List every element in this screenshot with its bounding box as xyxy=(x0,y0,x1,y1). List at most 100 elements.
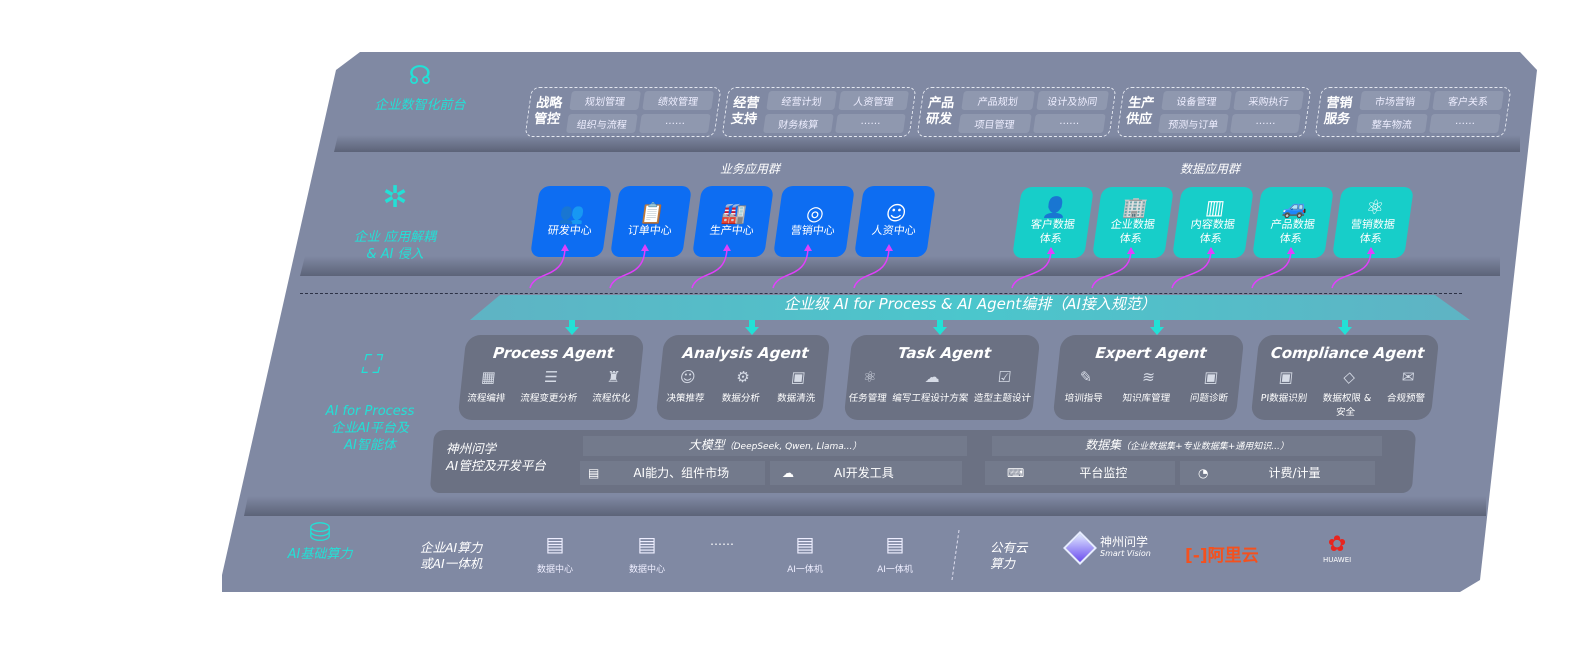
down-arrow-icon xyxy=(745,320,759,335)
capability-icon: ▦ xyxy=(480,368,497,386)
dev-tool-icon: ☁ xyxy=(782,466,794,480)
capability-icon: ◇ xyxy=(1342,368,1357,386)
dashed-divider xyxy=(300,293,1462,294)
vendor-aliyun: [-]阿里云 xyxy=(1185,546,1259,566)
agent-capability: ≋ 知识库管理 xyxy=(1122,368,1173,404)
capability-icon: ≋ xyxy=(1141,368,1156,386)
arrow-head xyxy=(1207,247,1215,254)
capability-icon: ☰ xyxy=(543,368,559,386)
agent-capability: ▣ PI数据识别 xyxy=(1259,368,1311,418)
agent-capability: ✉ 合规预警 xyxy=(1385,368,1428,418)
public-cloud-label: 公有云 算力 xyxy=(990,540,1028,571)
connector-arrow xyxy=(529,246,566,289)
arrow-head xyxy=(1047,247,1055,254)
arrow-head xyxy=(885,244,893,251)
gauge-icon: ◔ xyxy=(1198,466,1209,480)
capability-icon: ✎ xyxy=(1078,368,1094,386)
capability-icon: ☑ xyxy=(997,368,1013,386)
huawei-logo-icon: ✿ xyxy=(1327,532,1347,557)
connector-arrow xyxy=(853,246,890,289)
model-note: （DeepSeek, Qwen, Llama...） xyxy=(724,442,862,452)
tool-monitor[interactable]: ⌨ 平台监控 xyxy=(985,461,1175,485)
model-label: 大模型 xyxy=(688,438,725,452)
arrow-head xyxy=(1127,247,1135,254)
capability-icon: ☺ xyxy=(678,368,697,386)
tool-market[interactable]: ▤ AI能力、组件市场 xyxy=(580,461,765,485)
down-arrow-icon xyxy=(1150,320,1164,335)
vendor-huawei: ✿ HUAWEI xyxy=(1323,532,1352,565)
agent-capability: ✎ 培训指导 xyxy=(1064,368,1106,404)
arrow-head xyxy=(561,244,569,251)
capability-icon: ⚙ xyxy=(735,368,751,386)
front-layer: ☊ 企业数智化前台 xyxy=(350,61,490,114)
server-aio-2: ▤ AI一体机 xyxy=(870,532,920,575)
dataset-note: （企业数据集+专业数据集+通用知识...） xyxy=(1121,442,1289,452)
agent-capability: ⚙ 数据分析 xyxy=(721,368,763,404)
server-icon: ▤ xyxy=(637,532,657,556)
capability-icon: ▣ xyxy=(1278,368,1295,386)
arrow-head xyxy=(641,244,649,251)
brain-icon: ☊ xyxy=(408,61,432,91)
agent-capability: ☑ 造型主题设计 xyxy=(973,368,1034,404)
capability-icon: ☁ xyxy=(924,368,941,386)
agent-card[interactable]: Analysis Agent ☺ 决策推荐 ⚙ 数据分析 ▣ 数据清洗 xyxy=(655,335,831,420)
down-arrow-icon xyxy=(565,320,579,335)
connector-arrow xyxy=(772,246,809,289)
dataset-label: 数据集 xyxy=(1085,438,1122,452)
server-icon: ▤ xyxy=(795,532,815,556)
private-compute-label: 企业AI算力 或AI一体机 xyxy=(420,540,483,571)
infra-layer: ⛁ AI基础算力 xyxy=(250,518,390,563)
aliyun-logo-icon: [-] xyxy=(1185,546,1208,566)
tool-dev[interactable]: ☁ AI开发工具 xyxy=(770,461,962,485)
layer-divider xyxy=(244,496,1486,516)
agent-capability: ♜ 流程优化 xyxy=(592,368,634,404)
tool-billing[interactable]: ◔ 计费/计量 xyxy=(1180,461,1375,485)
connector-arrow xyxy=(1011,249,1052,289)
agent-capability: ☰ 流程变更分析 xyxy=(520,368,581,404)
down-arrow-icon xyxy=(1338,320,1352,335)
agent-capability: ◇ 数据权限 & 安全 xyxy=(1321,368,1375,418)
connector-arrow xyxy=(1091,249,1132,289)
smart-vision-logo xyxy=(1063,531,1097,565)
server-aio-1: ▤ AI一体机 xyxy=(780,532,830,575)
server-datacenter-2: ▤ 数据中心 xyxy=(622,532,672,575)
layer-divider xyxy=(334,135,1520,152)
dataset-bar: 数据集（企业数据集+专业数据集+通用知识...） xyxy=(992,436,1382,456)
ai-layer: ⛶ AI for Process 企业AI平台及 AI智能体 xyxy=(295,340,445,471)
agent-card[interactable]: Expert Agent ✎ 培训指导 ≋ 知识库管理 ▣ 问题诊断 xyxy=(1052,335,1245,420)
down-arrow-icon xyxy=(933,320,947,335)
business-apps-title: 业务应用群 xyxy=(719,162,780,176)
ellipsis: …… xyxy=(710,534,734,548)
agent-card[interactable]: Task Agent ⚛ 任务管理 ☁ 编写工程设计方案 ☑ 造型主题设计 xyxy=(843,335,1041,420)
agent-capability: ▣ 问题诊断 xyxy=(1189,368,1231,404)
face-scan-icon: ⛶ xyxy=(360,350,380,380)
agent-capability: ☺ 决策推荐 xyxy=(666,368,708,404)
arrow-head xyxy=(804,244,812,251)
server-icon: ▤ xyxy=(885,532,905,556)
apps-layer: ✲ 企业 应用解耦 & AI 侵入 xyxy=(320,172,470,280)
capability-icon: ▣ xyxy=(790,368,807,386)
vendor-smart-vision: 神州问学 Smart Vision xyxy=(1063,531,1151,565)
agent-card[interactable]: Compliance Agent ▣ PI数据识别 ◇ 数据权限 & 安全 ✉ 合规预警 xyxy=(1250,335,1440,420)
agent-capability: ☁ 编写工程设计方案 xyxy=(892,368,972,404)
capability-icon: ✉ xyxy=(1400,368,1416,386)
laptop-icon: ⌨ xyxy=(1007,466,1025,480)
arrow-head xyxy=(723,244,731,251)
arrow-head xyxy=(1287,247,1295,254)
capability-icon: ▣ xyxy=(1203,368,1220,386)
connector-arrow xyxy=(691,246,728,289)
market-icon: ▤ xyxy=(588,466,600,480)
orchestration-bar: 企业级 AI for Process & AI Agent编排（AI接入规范） xyxy=(470,295,1470,320)
connector-arrow xyxy=(1251,249,1292,289)
server-datacenter-1: ▤ 数据中心 xyxy=(530,532,580,575)
data-apps-title: 数据应用群 xyxy=(1179,162,1240,176)
server-icon: ▤ xyxy=(545,532,565,556)
agent-capability: ⚛ 任务管理 xyxy=(848,368,890,404)
connector-arrow xyxy=(609,246,646,289)
orchestration-label: 企业级 AI for Process & AI Agent编排（AI接入规范） xyxy=(784,295,1156,313)
model-bar: 大模型（DeepSeek, Qwen, Llama...） xyxy=(583,436,967,456)
agent-card[interactable]: Process Agent ▦ 流程编排 ☰ 流程变更分析 ♜ 流程优化 xyxy=(457,335,645,420)
agent-capability: ▦ 流程编排 xyxy=(467,368,509,404)
database-icon: ⛁ xyxy=(309,518,331,548)
